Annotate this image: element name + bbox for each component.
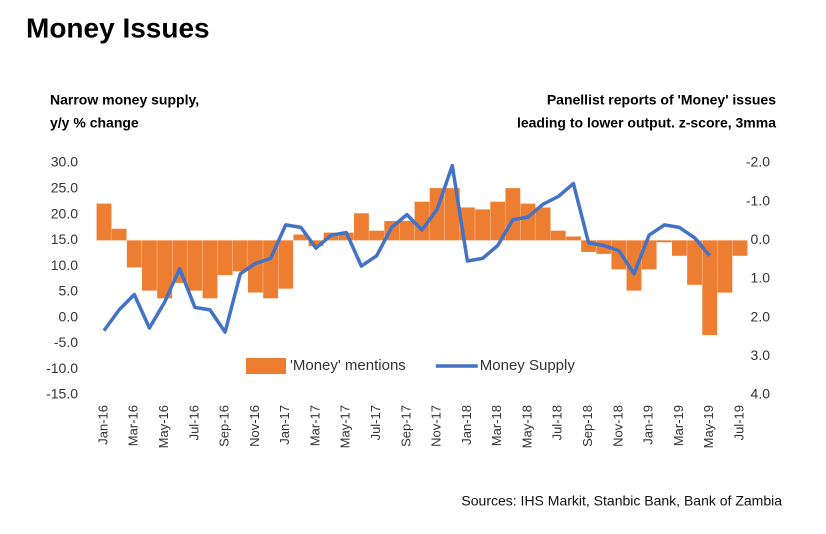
x-tick-label: Jan-16 xyxy=(95,405,110,445)
bar xyxy=(232,240,248,272)
bar xyxy=(444,188,460,241)
y-tick-label: 5.0 xyxy=(59,283,79,299)
bar xyxy=(611,240,627,270)
bar xyxy=(520,203,536,241)
x-tick-label: Sep-17 xyxy=(398,405,413,447)
legend-swatch xyxy=(246,358,286,374)
bar xyxy=(656,240,672,243)
y2-tick-label: -1.0 xyxy=(746,192,770,208)
bar xyxy=(475,209,490,241)
y2-tick-label: -2.0 xyxy=(746,154,770,170)
y-tick-label: -10.0 xyxy=(46,360,78,376)
bar xyxy=(157,240,172,299)
bar xyxy=(293,234,309,241)
legend-label: 'Money' mentions xyxy=(290,357,406,374)
y-axis-title: y/y % change xyxy=(50,115,139,131)
y2-tick-label: 4.0 xyxy=(751,386,771,402)
bar xyxy=(111,228,127,241)
bar xyxy=(126,240,142,268)
x-tick-label: Mar-19 xyxy=(671,405,686,446)
y-axis-title: Narrow money supply, xyxy=(50,92,199,108)
bar xyxy=(354,213,369,241)
x-tick-label: Jan-19 xyxy=(641,405,656,445)
bar xyxy=(566,236,581,241)
source-note: Sources: IHS Markit, Stanbic Bank, Bank … xyxy=(461,493,782,509)
x-tick-label: Jan-17 xyxy=(277,405,292,445)
bar xyxy=(505,188,521,241)
bar xyxy=(414,201,430,241)
x-tick-label: Mar-18 xyxy=(489,405,504,446)
x-tick-label: Nov-18 xyxy=(610,405,625,447)
bar xyxy=(142,240,157,291)
y-tick-label: 25.0 xyxy=(51,179,78,195)
bar xyxy=(96,203,112,241)
y-tick-label: 10.0 xyxy=(51,257,78,273)
bar xyxy=(717,240,733,293)
x-tick-label: Mar-16 xyxy=(126,405,141,446)
bar xyxy=(248,240,263,293)
y2-tick-label: 2.0 xyxy=(751,308,771,324)
y-tick-label: 0.0 xyxy=(59,308,79,324)
x-tick-label: Mar-17 xyxy=(307,405,322,446)
bar xyxy=(490,201,506,241)
bar xyxy=(369,230,384,241)
bar xyxy=(278,240,294,289)
y2-axis-title: leading to lower output. z-score, 3mma xyxy=(517,115,776,131)
bar xyxy=(687,240,702,285)
y-tick-label: 20.0 xyxy=(51,205,78,221)
x-tick-label: Sep-16 xyxy=(217,405,232,447)
y-tick-label: -15.0 xyxy=(46,386,78,402)
y-tick-label: 15.0 xyxy=(51,231,78,247)
bar xyxy=(399,221,415,241)
bar xyxy=(187,240,203,291)
x-tick-label: Jul-17 xyxy=(368,405,383,440)
line xyxy=(102,163,712,334)
bar xyxy=(626,240,642,291)
x-tick-label: Jul-19 xyxy=(731,405,746,440)
bar xyxy=(217,240,233,276)
bar xyxy=(172,240,188,283)
bar xyxy=(702,240,718,336)
x-tick-label: Jul-18 xyxy=(550,405,565,440)
x-tick-label: Nov-17 xyxy=(429,405,444,447)
x-tick-label: May-19 xyxy=(701,405,716,448)
chart-title: Money Issues xyxy=(26,12,210,43)
bar xyxy=(581,240,596,252)
x-tick-label: Sep-18 xyxy=(580,405,595,447)
legend-label: Money Supply xyxy=(480,357,576,374)
x-tick-label: Jul-16 xyxy=(186,405,201,440)
bar xyxy=(550,230,566,241)
x-tick-label: May-16 xyxy=(156,405,171,448)
bar xyxy=(202,240,218,299)
bar xyxy=(308,240,324,247)
bar xyxy=(535,207,551,241)
bar xyxy=(732,240,748,256)
x-tick-label: Jan-18 xyxy=(459,405,474,445)
x-tick-label: Nov-16 xyxy=(247,405,262,447)
y-tick-label: 30.0 xyxy=(51,154,78,170)
x-tick-label: May-17 xyxy=(338,405,353,448)
bar xyxy=(672,240,687,256)
y-tick-label: -5.0 xyxy=(54,334,78,350)
y2-tick-label: 1.0 xyxy=(751,270,771,286)
y2-axis-title: Panellist reports of 'Money' issues xyxy=(547,92,776,108)
bar xyxy=(263,240,278,299)
x-tick-label: May-18 xyxy=(519,405,534,448)
y2-tick-label: 3.0 xyxy=(751,347,771,363)
y2-tick-label: 0.0 xyxy=(751,231,771,247)
